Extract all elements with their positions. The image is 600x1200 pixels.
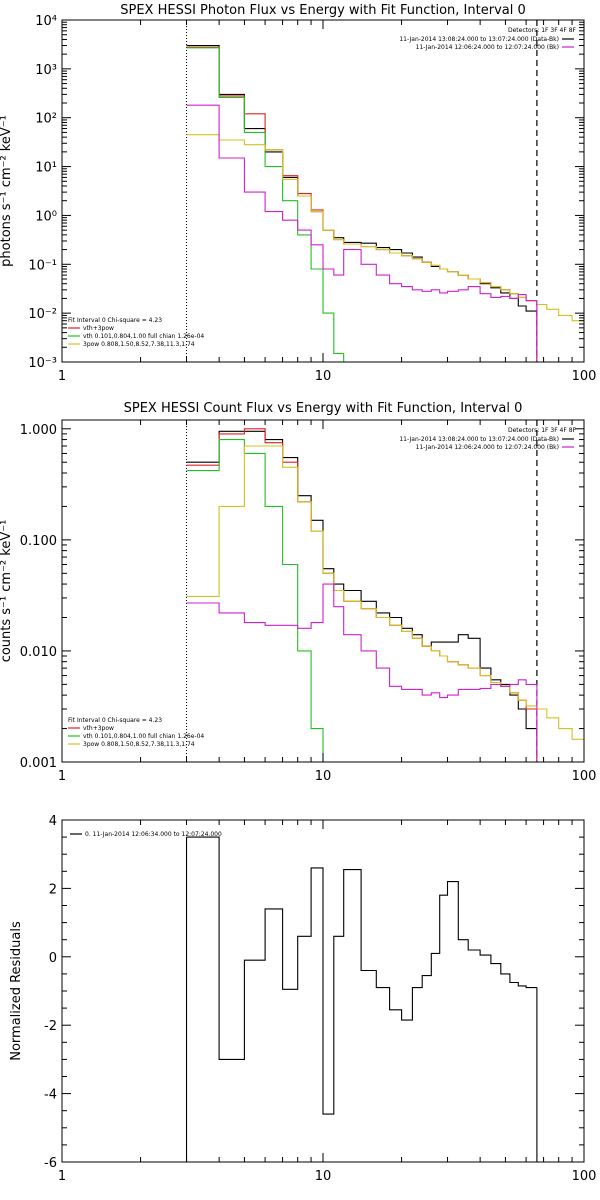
series-3pow <box>186 134 584 322</box>
series-3pow <box>186 445 584 740</box>
y-tick-label: 0.010 <box>20 645 57 660</box>
legend-entry-label: 11-Jan-2014 13:08:24.000 to 13:07:24.000… <box>399 36 559 43</box>
legend-fit-label: vth+3pow <box>83 325 114 332</box>
y-tick-label: 10² <box>35 112 57 127</box>
series-vth <box>186 47 344 354</box>
y-tick-label: -4 <box>44 1088 57 1103</box>
y-tick-label: 10⁰ <box>35 209 57 224</box>
series-vth-3pow <box>186 428 537 710</box>
x-tick-label: 10 <box>315 1169 332 1184</box>
x-tick-label: 100 <box>572 1169 597 1184</box>
y-tick-label: 10⁻¹ <box>28 258 57 273</box>
series-data-bk <box>186 44 537 312</box>
series-bk <box>186 104 537 302</box>
series-group <box>185 836 538 1162</box>
photon-flux-panel: SPEX HESSI Photon Flux vs Energy with Fi… <box>0 3 596 384</box>
legend-detectors: Detectors: 1F 3F 4F 8F <box>508 27 577 34</box>
series-group <box>186 44 584 362</box>
y-axis-label: Normalized Residuals <box>9 921 24 1061</box>
x-tick-label: 1 <box>58 1169 66 1184</box>
legend-fit-label: vth 0.101,0.804,1.00 full chian 1.26e-04 <box>83 333 204 340</box>
series-data-bk <box>186 430 537 730</box>
x-tick-label: 1 <box>58 769 66 784</box>
series-vth <box>186 439 324 762</box>
y-tick-label: 10⁻³ <box>28 356 57 371</box>
y-axis-label: photons s⁻¹ cm⁻² keV⁻¹ <box>0 115 14 267</box>
x-tick-label: 100 <box>572 769 597 784</box>
y-tick-label: 2 <box>49 882 57 897</box>
x-tick-label: 100 <box>572 369 597 384</box>
y-tick-label: 10⁴ <box>35 14 57 29</box>
legend-fit-label: 3pow 0.808,1.50,8.52,7.38,11.3,1.74 <box>83 341 195 348</box>
legend-fit-header: Fit Interval 0 Chi-square = 4.23 <box>68 717 162 724</box>
legend-entry-label: 11-Jan-2014 12:06:24.000 to 12:07:24.000… <box>416 444 559 451</box>
legend-entry-label: 11-Jan-2014 13:08:24.000 to 13:07:24.000… <box>399 436 559 443</box>
series-residuals <box>186 836 537 1115</box>
legend-fit-header: Fit Interval 0 Chi-square = 4.23 <box>68 317 162 324</box>
y-tick-label: 0 <box>49 951 57 966</box>
y-axis-label: counts s⁻¹ cm⁻² keV⁻¹ <box>0 520 14 663</box>
residuals-panel: 1 10 100 -6 -4 -2 0 2 4 Normalized Residuals 0. 11… <box>9 814 596 1184</box>
y-tick-label: 10⁻² <box>28 307 57 322</box>
legend-fit-label: 3pow 0.808,1.50,8.52,7.38,11.3,1.74 <box>83 741 195 748</box>
y-tick-label: 4 <box>49 814 57 829</box>
chart-title: SPEX HESSI Photon Flux vs Energy with Fi… <box>120 3 526 18</box>
y-tick-label: -6 <box>44 1156 57 1171</box>
y-tick-label: 0.001 <box>20 756 57 771</box>
y-tick-label: 1.000 <box>20 423 57 438</box>
x-tick-label: 10 <box>315 369 332 384</box>
legend-fit-label: vth 0.101,0.804,1.00 full chian 1.26e-04 <box>83 733 204 740</box>
legend-detectors: Detectors: 1F 3F 4F 8F <box>508 427 577 434</box>
count-flux-panel: SPEX HESSI Count Flux vs Energy with Fit… <box>0 401 596 784</box>
series-vth-3pow <box>186 46 537 302</box>
legend-residual-label: 0. 11-Jan-2014 12:06:34.000 to 12:07:24.… <box>85 831 222 838</box>
y-tick-label: -2 <box>44 1019 57 1034</box>
y-tick-label: 0.100 <box>20 534 57 549</box>
chart-title: SPEX HESSI Count Flux vs Energy with Fit… <box>124 401 523 416</box>
series-bk <box>186 583 537 699</box>
legend-fit-label: vth+3pow <box>83 725 114 732</box>
series-group <box>186 428 584 762</box>
x-tick-label: 10 <box>315 769 332 784</box>
y-tick-label: 10¹ <box>35 161 57 176</box>
legend-entry-label: 11-Jan-2014 12:06:24.000 to 12:07:24.000… <box>416 44 559 51</box>
x-tick-label: 1 <box>58 369 66 384</box>
y-tick-label: 10³ <box>35 63 57 78</box>
